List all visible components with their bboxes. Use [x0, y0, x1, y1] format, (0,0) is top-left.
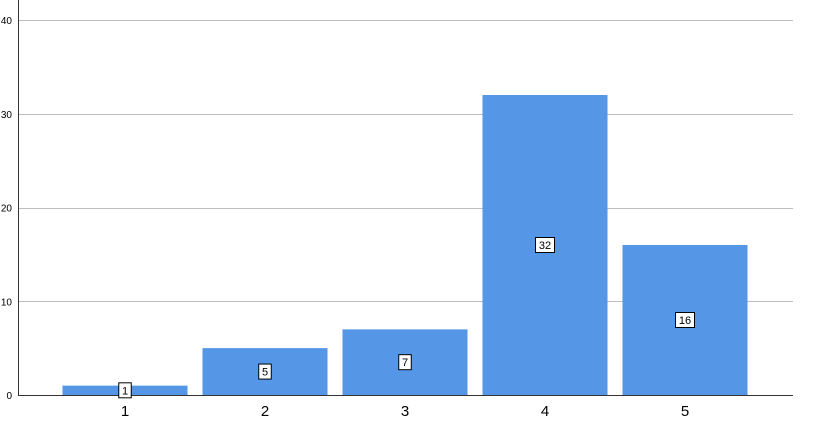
data-label-text: 5: [262, 367, 268, 379]
x-tick-label: 4: [541, 403, 549, 420]
x-tick-label: 5: [681, 403, 689, 420]
data-label: 1: [118, 382, 132, 399]
y-tick-label: 10: [1, 297, 13, 308]
data-label-box: [675, 312, 695, 328]
y-tick-label: 30: [1, 110, 13, 121]
data-label-text: 1: [122, 385, 128, 397]
x-tick-label: 3: [401, 403, 409, 420]
y-tick-label: 0: [6, 391, 12, 402]
bars: [62, 95, 748, 395]
data-label: 5: [258, 363, 272, 380]
data-label: 32: [535, 237, 555, 253]
data-label-box: [118, 382, 132, 399]
data-label: 7: [398, 354, 412, 371]
x-tick-labels: 1 2 3 4 5: [121, 403, 689, 420]
x-tick-label: 1: [121, 403, 129, 420]
data-label-text: 7: [402, 357, 408, 369]
x-tick-label: 2: [261, 403, 269, 420]
data-label-text: 32: [539, 240, 551, 252]
axes: [18, 0, 793, 396]
data-label-box: [535, 237, 555, 253]
y-tick-labels: 0 10 20 30 40: [1, 16, 13, 402]
data-label-text: 16: [679, 315, 691, 327]
data-labels: 1 5 7 32 16: [118, 237, 695, 399]
data-label-box: [258, 363, 272, 380]
data-label-box: [398, 354, 412, 371]
y-tick-label: 20: [1, 204, 13, 215]
y-tick-label: 40: [1, 16, 13, 27]
data-label: 16: [675, 312, 695, 328]
